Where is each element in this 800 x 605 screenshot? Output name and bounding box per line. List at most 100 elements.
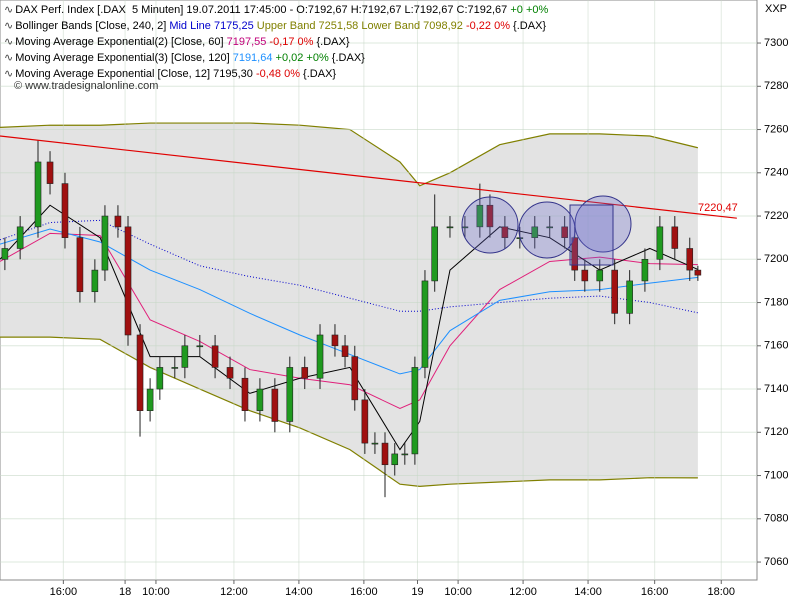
candle-body <box>61 183 69 238</box>
y-tick-label: 7300 <box>764 37 788 49</box>
candle-body <box>34 161 42 228</box>
y-tick-label: 7240 <box>764 167 788 179</box>
x-tick-label: 19 <box>411 586 423 598</box>
x-tick-label: 14:00 <box>574 586 602 598</box>
trendline-label: 7220,47 <box>698 202 738 214</box>
legend-text: {.DAX} <box>300 68 337 80</box>
y-tick-label: 7080 <box>764 513 788 525</box>
y-tick-label: 7100 <box>764 469 788 481</box>
trendline <box>0 135 737 219</box>
legend-line: Bollinger Bands [Close, 240, 2] Mid Line… <box>4 18 548 34</box>
annotation-circle <box>574 195 632 253</box>
y-tick-label: 7160 <box>764 340 788 352</box>
candle-body <box>124 226 132 336</box>
candle-body <box>656 226 664 260</box>
candle-body <box>181 345 189 368</box>
x-tick-label: 16:00 <box>641 586 669 598</box>
corner-label: XXP <box>765 3 787 15</box>
y-tick-label: 7260 <box>764 123 788 135</box>
x-tick-label: 18 <box>119 586 131 598</box>
legend-line: DAX Perf. Index [.DAX 5 Minuten] 19.07.2… <box>4 2 548 18</box>
candle-body <box>301 367 309 379</box>
x-tick-label: 16:00 <box>50 586 78 598</box>
legend-text: -0,48 0% <box>255 68 300 80</box>
legend-text: Moving Average Exponential [Close, 12] 7… <box>15 68 256 80</box>
candle-body <box>431 226 439 282</box>
candle-body <box>361 399 369 444</box>
candle-body <box>271 388 279 422</box>
legend-text: 7191,64 <box>232 52 273 64</box>
legend-text: +0 +0% <box>510 4 549 16</box>
candle-body <box>486 204 494 228</box>
legend-text: -0,17 0% <box>266 36 314 48</box>
candle-body <box>421 280 429 368</box>
legend-line: Moving Average Exponential(3) [Close, 12… <box>4 50 548 66</box>
candle-body <box>226 367 234 379</box>
candle-body <box>581 269 589 282</box>
candle-body <box>446 226 454 229</box>
y-tick-label: 7060 <box>764 556 788 568</box>
y-tick-label: 7220 <box>764 210 788 222</box>
legend: DAX Perf. Index [.DAX 5 Minuten] 19.07.2… <box>4 2 548 82</box>
legend-text: Mid Line 7175,25 <box>169 20 254 32</box>
candle-body <box>211 345 219 368</box>
annotation-circle <box>461 196 519 254</box>
y-tick-label: 7140 <box>764 383 788 395</box>
candle-body <box>331 334 339 347</box>
candle-body <box>91 269 99 293</box>
legend-line: Moving Average Exponential [Close, 12] 7… <box>4 66 548 82</box>
candle-body <box>171 367 179 369</box>
watermark: © www.tradesignalonline.com <box>14 80 158 92</box>
candle-body <box>241 377 249 411</box>
legend-text: -0,22 0% <box>462 20 510 32</box>
legend-text: Moving Average Exponential(3) [Close, 12… <box>15 52 233 64</box>
candle-body <box>136 334 144 411</box>
x-tick-label: 16:00 <box>350 586 378 598</box>
x-tick-label: 10:00 <box>142 586 170 598</box>
candle-body <box>626 280 633 314</box>
annotation-box <box>569 204 614 266</box>
y-tick-label: 7280 <box>764 80 788 92</box>
candle-body <box>16 226 24 249</box>
legend-text: Lower Band 7098,92 <box>358 20 463 32</box>
y-tick-label: 7120 <box>764 426 788 438</box>
candle-body <box>371 442 379 445</box>
candle-body <box>46 161 54 184</box>
candle-body <box>596 269 604 282</box>
candle-body <box>611 269 618 314</box>
candle-body <box>146 388 154 411</box>
candle-body <box>571 237 579 271</box>
candle-body <box>411 367 419 455</box>
candle-body <box>156 367 164 390</box>
x-tick-label: 14:00 <box>285 586 313 598</box>
candle-body <box>76 237 84 293</box>
candle-body <box>401 453 409 456</box>
candle-body <box>256 388 264 411</box>
annotation-circle <box>518 201 576 259</box>
legend-text: {.DAX} <box>510 20 547 32</box>
candle-body <box>114 215 122 228</box>
candle-body <box>531 226 539 238</box>
candle-body <box>1 248 9 260</box>
x-tick-label: 10:00 <box>444 586 472 598</box>
legend-text: Moving Average Exponential(2) [Close, 60… <box>15 36 227 48</box>
y-tick-label: 7180 <box>764 296 788 308</box>
candle-body <box>694 269 702 276</box>
x-tick-label: 12:00 <box>220 586 248 598</box>
x-tick-label: 18:00 <box>707 586 735 598</box>
candle-body <box>341 345 349 357</box>
legend-text: 7197,55 <box>226 36 267 48</box>
candle-body <box>546 226 554 229</box>
legend-text: Upper Band 7251,58 <box>253 20 359 32</box>
candle-body <box>286 367 294 422</box>
legend-text: DAX Perf. Index [.DAX 5 Minuten] 19.07.2… <box>15 4 511 16</box>
candle-body <box>671 226 679 249</box>
candle-body <box>641 258 649 282</box>
candle-body <box>316 334 324 379</box>
y-tick-label: 7200 <box>764 253 788 265</box>
candle-body <box>391 453 399 466</box>
legend-text: {.DAX} <box>328 52 365 64</box>
candle-body <box>686 248 694 271</box>
